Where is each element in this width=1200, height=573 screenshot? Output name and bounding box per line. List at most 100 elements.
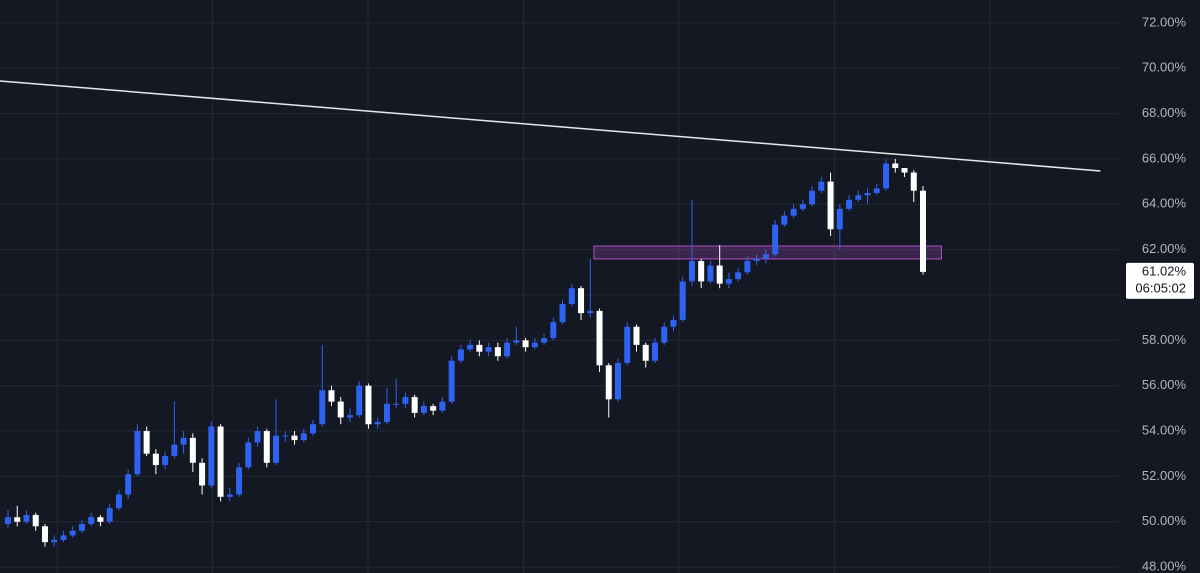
y-tick-label: 72.00%: [1142, 14, 1187, 29]
candle-body: [393, 403, 400, 405]
candle-body: [226, 494, 233, 497]
candle-body: [670, 319, 677, 327]
candle-body: [97, 517, 104, 522]
candle-body: [291, 435, 298, 441]
candle-body: [448, 360, 455, 402]
candle-body: [346, 415, 353, 418]
candle-body: [365, 385, 372, 425]
candle-body: [273, 435, 280, 463]
candle-body: [883, 163, 890, 189]
candle-body: [457, 349, 464, 361]
candle-body: [920, 190, 926, 272]
y-tick-label: 48.00%: [1142, 559, 1187, 573]
y-tick-label: 50.00%: [1142, 513, 1187, 528]
candle-body: [531, 342, 538, 348]
candle-body: [430, 406, 437, 411]
candle-body: [901, 168, 908, 173]
candle-body: [744, 260, 751, 273]
candle-body: [578, 288, 585, 314]
y-tick-label: 64.00%: [1142, 196, 1187, 211]
candle-body: [642, 344, 649, 361]
candle-body: [356, 385, 363, 416]
y-tick-label: 62.00%: [1142, 241, 1187, 256]
candle-body: [624, 326, 631, 364]
candle-body: [189, 437, 196, 463]
candle-body: [51, 539, 58, 543]
candle-body: [855, 195, 862, 200]
candle-body: [485, 347, 492, 352]
y-tick-label: 58.00%: [1142, 332, 1187, 347]
candle-body: [716, 265, 723, 284]
candle-body: [550, 322, 557, 339]
candle-body: [772, 224, 779, 255]
candle-body: [282, 435, 289, 437]
candle-body: [134, 431, 141, 475]
candle-body: [60, 535, 67, 540]
candle-body: [411, 397, 418, 413]
candle-body: [69, 530, 76, 536]
candle-body: [587, 310, 594, 314]
candle-body: [688, 260, 695, 282]
candle-body: [818, 181, 825, 191]
candle-body: [541, 338, 548, 343]
candle-body: [217, 426, 224, 497]
candle-body: [439, 401, 446, 411]
y-tick-label: 70.00%: [1142, 60, 1187, 75]
y-tick-label: 56.00%: [1142, 377, 1187, 392]
y-tick-label: 68.00%: [1142, 105, 1187, 120]
candle-body: [864, 192, 871, 196]
candle-body: [836, 208, 843, 230]
candle-body: [300, 433, 307, 441]
candle-body: [310, 424, 316, 434]
candle-body: [615, 363, 621, 400]
candle-body: [23, 514, 30, 522]
price-marker-label: 61.02%: [1142, 263, 1187, 278]
y-tick-label: 66.00%: [1142, 150, 1187, 165]
price-countdown: 06:05:02: [1135, 280, 1186, 295]
candle-body: [892, 163, 899, 169]
candle-body: [383, 403, 390, 422]
candle-body: [559, 304, 566, 323]
candle-body: [910, 172, 917, 191]
candle-body: [679, 281, 686, 320]
candle-body: [199, 462, 206, 486]
candle-body: [651, 342, 658, 361]
candle-body: [254, 431, 261, 443]
candle-body: [698, 260, 705, 282]
candle-body: [846, 199, 853, 209]
candle-body: [753, 258, 760, 261]
candle-body: [5, 517, 11, 525]
candle-body: [106, 508, 113, 522]
candle-body: [420, 406, 427, 413]
candle-body: [180, 437, 187, 445]
candle-body: [873, 188, 880, 193]
candle-body: [799, 204, 806, 209]
candle-body: [245, 442, 252, 468]
candle-body: [494, 347, 501, 357]
y-tick-label: 52.00%: [1142, 468, 1187, 483]
candle-body: [513, 340, 520, 343]
trendline: [0, 80, 1101, 172]
candle-body: [41, 526, 48, 543]
candle-body: [319, 390, 326, 425]
candle-body: [781, 215, 788, 225]
candle-body: [725, 279, 732, 284]
candle-body: [707, 265, 714, 282]
candle-body: [402, 397, 409, 404]
candle-body: [236, 467, 243, 495]
candle-body: [809, 190, 816, 205]
candle-body: [115, 494, 122, 509]
candle-body: [735, 272, 742, 280]
candle-body: [522, 340, 529, 348]
candle-body: [32, 514, 39, 527]
candle-body: [661, 326, 668, 343]
candle-body: [88, 517, 95, 525]
candle-body: [762, 254, 769, 259]
y-tick-label: 54.00%: [1142, 422, 1187, 437]
candle-body: [790, 208, 797, 216]
candle-body: [263, 431, 270, 463]
candle-body: [337, 401, 344, 418]
candle-body: [476, 344, 483, 352]
